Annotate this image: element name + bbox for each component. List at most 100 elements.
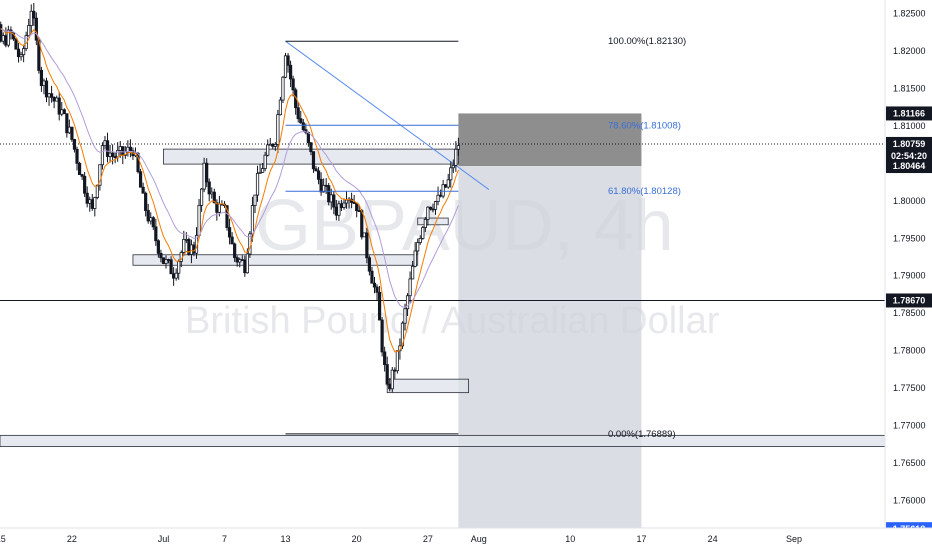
candle-body (238, 259, 242, 263)
candle-body (329, 194, 333, 203)
candle-body (306, 132, 310, 144)
candle-body (128, 146, 133, 152)
candle-body (32, 10, 36, 19)
candle-body (29, 10, 33, 26)
candle-body (172, 273, 176, 279)
candle-body (375, 286, 379, 293)
candle-body (205, 162, 209, 183)
candle-body (370, 270, 374, 284)
candle-body (210, 191, 214, 195)
candle-body (405, 295, 410, 310)
candle-body (243, 259, 247, 274)
y-tick-label: 1.77000 (893, 421, 926, 431)
price-tag-box (886, 159, 932, 174)
candle-body (108, 152, 112, 157)
candle-body (39, 70, 44, 87)
candle-body (197, 205, 201, 236)
price-tag-box (886, 136, 932, 151)
candle-body (151, 217, 155, 228)
candle-body (189, 244, 194, 255)
candle-body (57, 97, 61, 115)
price-axis-background[interactable] (885, 0, 932, 550)
candle-body (230, 236, 234, 245)
candle-body (177, 261, 181, 274)
y-tick-label: 1.76000 (893, 496, 926, 506)
x-tick-label: 7 (222, 534, 227, 544)
candle-body (423, 219, 427, 228)
candle-body (352, 202, 356, 204)
candle-body (365, 232, 369, 259)
candle-body (154, 226, 158, 242)
price-tag-label: 02:54:20 (891, 151, 927, 161)
candle-body (268, 143, 272, 146)
candle-body (288, 64, 293, 80)
candle-body (75, 148, 79, 164)
x-tick-label: 22 (67, 534, 77, 544)
y-tick-label: 1.76500 (893, 458, 926, 468)
candle-body (367, 257, 372, 272)
candle-body (355, 202, 359, 212)
candle-body (332, 194, 336, 208)
candle-body (411, 265, 415, 280)
candle-body (88, 199, 92, 204)
candle-body (385, 364, 389, 385)
candle-body (227, 227, 232, 238)
candle-body (403, 308, 407, 324)
candle-body (62, 109, 66, 115)
candle-body (250, 205, 255, 235)
candle-body (344, 199, 349, 204)
candle-body (441, 184, 445, 197)
candle-body (100, 145, 105, 166)
x-tick-label: 27 (423, 534, 433, 544)
candle-body (149, 217, 153, 222)
candle-body (118, 146, 122, 151)
candle-body (451, 164, 455, 169)
fib-level-label: 61.80%(1.80128) (608, 186, 681, 197)
candle-body (83, 175, 87, 194)
candle-body (286, 55, 290, 66)
candle-body (1, 35, 5, 42)
candle-body (446, 179, 450, 188)
candle-body (253, 194, 257, 206)
candle-body (278, 99, 283, 116)
candle-body (217, 203, 221, 213)
candle-body (380, 319, 384, 353)
candle-body (342, 202, 346, 208)
candle-body (433, 201, 438, 210)
y-tick-label: 1.81500 (893, 83, 926, 93)
candle-body (105, 140, 110, 157)
candle-body (390, 369, 394, 390)
candle-body (258, 171, 262, 174)
candle-body (337, 203, 341, 216)
candle-body (22, 48, 26, 56)
candle-body (60, 109, 64, 115)
candle-body (0, 24, 3, 42)
y-tick-label: 1.80000 (893, 196, 926, 206)
candle-body (207, 181, 211, 195)
candle-body (436, 194, 440, 202)
candle-body (138, 171, 143, 188)
y-tick-label: 1.81000 (893, 121, 926, 131)
time-axis-ticks: 15 22 Jul 7 13 20 27 Aug 10 17 24 Sep (0, 534, 802, 544)
price-tag-box (886, 106, 932, 121)
candle-body (357, 210, 361, 213)
candle-body (121, 146, 125, 156)
x-tick-label: Jul (158, 534, 170, 544)
candle-body (6, 29, 10, 46)
candle-body (276, 114, 280, 145)
candle-body (72, 139, 77, 150)
candle-body (52, 96, 56, 102)
y-tick-label: 1.78500 (893, 308, 926, 318)
candle-body (184, 238, 188, 241)
price-tag-label: 1.80464 (893, 161, 926, 171)
candle-body (327, 185, 331, 203)
time-axis-background[interactable] (0, 528, 932, 550)
candle-body (19, 54, 23, 58)
candle-body (255, 172, 260, 196)
candle-body (314, 168, 318, 172)
candle-body (93, 197, 97, 209)
candle-body (42, 80, 46, 87)
candle-body (14, 38, 18, 50)
candle-body (47, 93, 51, 98)
